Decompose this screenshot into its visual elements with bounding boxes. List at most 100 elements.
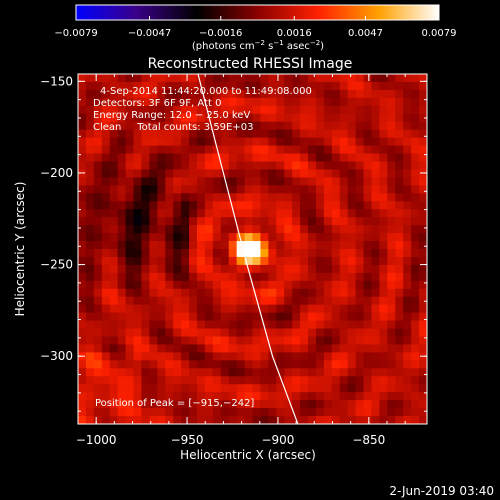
heatmap-cell [379, 344, 388, 353]
heatmap-cell [181, 344, 190, 353]
heatmap-cell [165, 249, 174, 258]
heatmap-cell [141, 400, 150, 409]
heatmap-cell [371, 89, 381, 99]
heatmap-cell [228, 328, 238, 338]
heatmap-cell [149, 74, 158, 83]
heatmap-cell [308, 280, 317, 290]
heatmap-cell [93, 97, 103, 107]
heatmap-cell [196, 201, 206, 210]
heatmap-cell [141, 241, 150, 250]
heatmap-cell [276, 105, 285, 115]
heatmap-cell [292, 201, 301, 210]
heatmap-cell [371, 400, 381, 409]
heatmap-cell [323, 193, 333, 202]
heatmap-cell [323, 360, 333, 369]
heatmap-cell [109, 416, 119, 424]
heatmap-cell [292, 81, 301, 91]
heatmap-cell [347, 256, 357, 266]
heatmap-cell [315, 400, 325, 409]
heatmap-cell [196, 288, 206, 298]
heatmap-cell [292, 272, 301, 282]
heatmap-cell [85, 249, 95, 258]
heatmap-cell [157, 344, 166, 353]
heatmap-cell [363, 113, 373, 123]
heatmap-cell [78, 193, 87, 202]
heatmap-cell [244, 233, 254, 242]
heatmap-cell [228, 225, 238, 234]
heatmap-cell [339, 89, 349, 99]
heatmap-cell [300, 344, 309, 353]
heatmap-cell [315, 256, 325, 266]
heatmap-cell [157, 201, 166, 210]
heatmap-cell [355, 312, 365, 322]
heatmap-cell [387, 264, 396, 274]
heatmap-cell [276, 177, 285, 186]
heatmap-cell [181, 249, 190, 258]
heatmap-cell [403, 129, 412, 139]
heatmap-cell [339, 368, 349, 377]
heatmap-cell [315, 105, 325, 115]
heatmap-cell [93, 392, 103, 401]
heatmap-cell [141, 129, 150, 139]
heatmap-cell [292, 225, 301, 234]
heatmap-cell [292, 177, 301, 186]
heatmap-cell [300, 185, 309, 194]
heatmap-cell [371, 201, 381, 210]
heatmap-cell [204, 304, 214, 314]
heatmap-cell [260, 225, 269, 234]
heatmap-cell [252, 336, 262, 346]
heatmap-cell [411, 408, 420, 417]
y-tick-label: −300 [40, 349, 73, 363]
heatmap-cell [268, 137, 277, 147]
heatmap-cell [125, 408, 135, 417]
heatmap-cell [252, 225, 262, 234]
heatmap-cell [323, 209, 333, 218]
heatmap-cell [228, 392, 238, 401]
heatmap-cell [101, 105, 111, 115]
heatmap-cell [165, 97, 174, 107]
heatmap-cell [260, 288, 269, 298]
heatmap-cell [411, 368, 420, 377]
heatmap-cell [228, 193, 238, 202]
heatmap-cell [149, 145, 158, 155]
heatmap-cell [260, 161, 269, 171]
heatmap-cell [268, 169, 277, 178]
heatmap-cell [331, 408, 341, 417]
heatmap-cell [204, 121, 214, 131]
heatmap-cell [78, 185, 87, 194]
heatmap-cell [212, 392, 222, 401]
heatmap-cell [268, 97, 277, 107]
heatmap-cell [411, 264, 420, 274]
heatmap-cell [363, 392, 373, 401]
heatmap-cell [260, 129, 269, 139]
heatmap-cell [403, 256, 412, 266]
heatmap-cell [355, 384, 365, 393]
heatmap-cell [308, 129, 317, 139]
heatmap-cell [204, 185, 214, 194]
heatmap-cell [196, 145, 206, 155]
heatmap-cell [78, 81, 87, 91]
heatmap-cell [101, 177, 111, 186]
heatmap-cell [395, 336, 404, 346]
colorbar-tick-label: 0.0047 [348, 28, 383, 39]
heatmap-cell [173, 272, 182, 282]
heatmap-cell [117, 384, 127, 393]
heatmap-cell [165, 368, 174, 377]
heatmap-cell [236, 233, 246, 242]
chart-title: Reconstructed RHESSI Image [148, 56, 353, 72]
heatmap-cell [85, 89, 95, 99]
heatmap-cell [244, 288, 254, 298]
heatmap-cell [339, 288, 349, 298]
heatmap-cell [228, 264, 238, 274]
heatmap-cell [204, 336, 214, 346]
heatmap-cell [363, 288, 373, 298]
heatmap-cell [189, 153, 198, 163]
heatmap-cell [149, 193, 158, 202]
heatmap-cell [101, 145, 111, 155]
heatmap-cell [244, 296, 254, 306]
heatmap-cell [347, 368, 357, 377]
heatmap-cell [268, 272, 277, 282]
heatmap-cell [204, 288, 214, 298]
heatmap-cell [204, 105, 214, 115]
heatmap-cell [228, 280, 238, 290]
